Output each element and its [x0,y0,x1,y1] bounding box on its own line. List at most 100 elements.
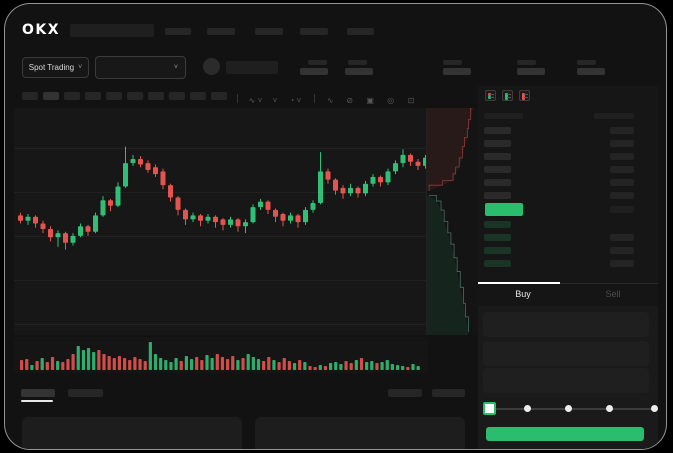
ask-price-placeholder[interactable] [484,153,511,160]
timeframe-placeholder[interactable] [211,92,227,100]
candle-body [363,183,368,194]
volume-bar [359,358,364,370]
nav-item-placeholder[interactable] [347,28,374,35]
stat-label-placeholder [577,60,596,65]
timeframe-placeholder[interactable] [85,92,101,100]
sell-tab[interactable]: Sell [605,289,621,299]
candle-body [40,223,46,230]
bottom-tab-active-placeholder[interactable] [21,389,55,397]
volume-bar [153,354,158,370]
okx-logo[interactable]: OKX [22,22,61,38]
volume-bar [267,357,271,370]
bottom-tab-placeholder[interactable] [68,389,103,397]
candle-body [355,187,361,194]
volume-bar [262,361,266,370]
nav-item-placeholder[interactable] [300,28,328,35]
candle-body [25,216,31,221]
ask-price-placeholder[interactable] [484,127,511,134]
candle-body [168,185,173,198]
nav-item-placeholder[interactable] [255,28,283,35]
candle-body [93,215,98,232]
slider-step-dot[interactable] [651,405,658,412]
bid-price-placeholder[interactable] [484,247,511,254]
slider-step-dot[interactable] [606,405,613,412]
volume-bar [92,352,96,370]
volume-bar [349,363,353,370]
line-style-icon[interactable]: ∿ ˅ [248,96,263,105]
chevron-down-icon[interactable]: ˅ [272,96,278,105]
chevron-down-icon: ˅ [173,64,178,71]
volume-bar [323,366,328,370]
volume-bar [215,354,219,370]
volume-bar [133,357,137,370]
bid-price-placeholder[interactable] [484,234,511,241]
bottom-action-placeholder[interactable] [388,389,422,397]
amount-slider-handle[interactable] [483,402,496,415]
timeframe-placeholder[interactable] [64,92,80,100]
total-input[interactable] [483,368,649,393]
stat-label-placeholder [443,60,462,65]
nav-item-placeholder[interactable] [165,28,191,35]
timeframe-placeholder-active[interactable] [43,92,59,100]
indicator-icon[interactable]: ◔ ˅ [289,96,302,105]
amount-slider-track[interactable] [489,408,656,410]
volume-svg [20,342,420,370]
volume-bar [45,362,49,370]
timeframe-placeholder[interactable] [169,92,185,100]
volume-bar [112,358,116,370]
last-price-badge[interactable] [485,203,523,216]
ask-price-placeholder[interactable] [484,166,511,173]
slider-step-dot[interactable] [565,405,572,412]
volume-bar [174,358,178,370]
history-panel-placeholder [255,417,465,449]
bid-price-placeholder[interactable] [484,221,511,228]
volume-bar [318,365,322,370]
depth-svg [427,108,473,335]
candle-body [265,201,271,210]
amount-input[interactable] [483,341,649,366]
combined-book-icon[interactable] [485,90,496,101]
nav-search-placeholder[interactable] [70,24,154,37]
volume-bar [334,362,338,370]
candle-body [123,163,128,187]
timeframe-placeholder[interactable] [127,92,143,100]
market-type-dropdown[interactable]: Spot Trading ˅ [22,57,89,78]
bid-price-placeholder[interactable] [484,260,511,267]
timeframe-placeholder[interactable] [190,92,206,100]
buy-tab[interactable]: Buy [515,289,531,299]
depth-chart[interactable] [426,108,479,335]
candlestick-chart[interactable] [14,108,428,335]
volume-bar [365,362,369,370]
candle-body [55,233,61,238]
asks-only-icon[interactable] [519,90,530,101]
bottom-action-placeholder[interactable] [432,389,465,397]
volume-bar [416,366,420,370]
slider-step-dot[interactable] [524,405,531,412]
settings-target-icon[interactable]: ◎ [387,96,395,105]
depth-bids-area [427,195,469,335]
ask-price-placeholder[interactable] [484,179,511,186]
price-input[interactable] [483,312,649,337]
timeframe-placeholder[interactable] [148,92,164,100]
candle-body [325,171,331,180]
chevron-down-icon: ˅ [78,64,83,71]
depth-asks-line [428,108,473,191]
candle-body [85,226,91,232]
pair-selector-dropdown[interactable]: ˅ [95,56,186,79]
fullscreen-icon[interactable]: ⊡ [407,96,415,105]
draw-tools-icon[interactable]: ⊘ [346,96,354,105]
pair-name-placeholder [226,61,278,74]
ask-price-placeholder[interactable] [484,192,511,199]
timeframe-placeholder[interactable] [22,92,38,100]
overlay-wave-icon[interactable]: ∿ [326,96,334,105]
camera-icon[interactable]: ▣ [366,96,374,105]
volume-bar [76,346,80,370]
candle-body [258,201,263,208]
bids-only-icon[interactable] [502,90,513,101]
volume-bar [195,357,199,370]
divider [313,94,315,104]
nav-item-placeholder[interactable] [207,28,235,35]
ask-price-placeholder[interactable] [484,140,511,147]
timeframe-placeholder[interactable] [106,92,122,100]
buy-submit-button[interactable] [486,427,644,441]
